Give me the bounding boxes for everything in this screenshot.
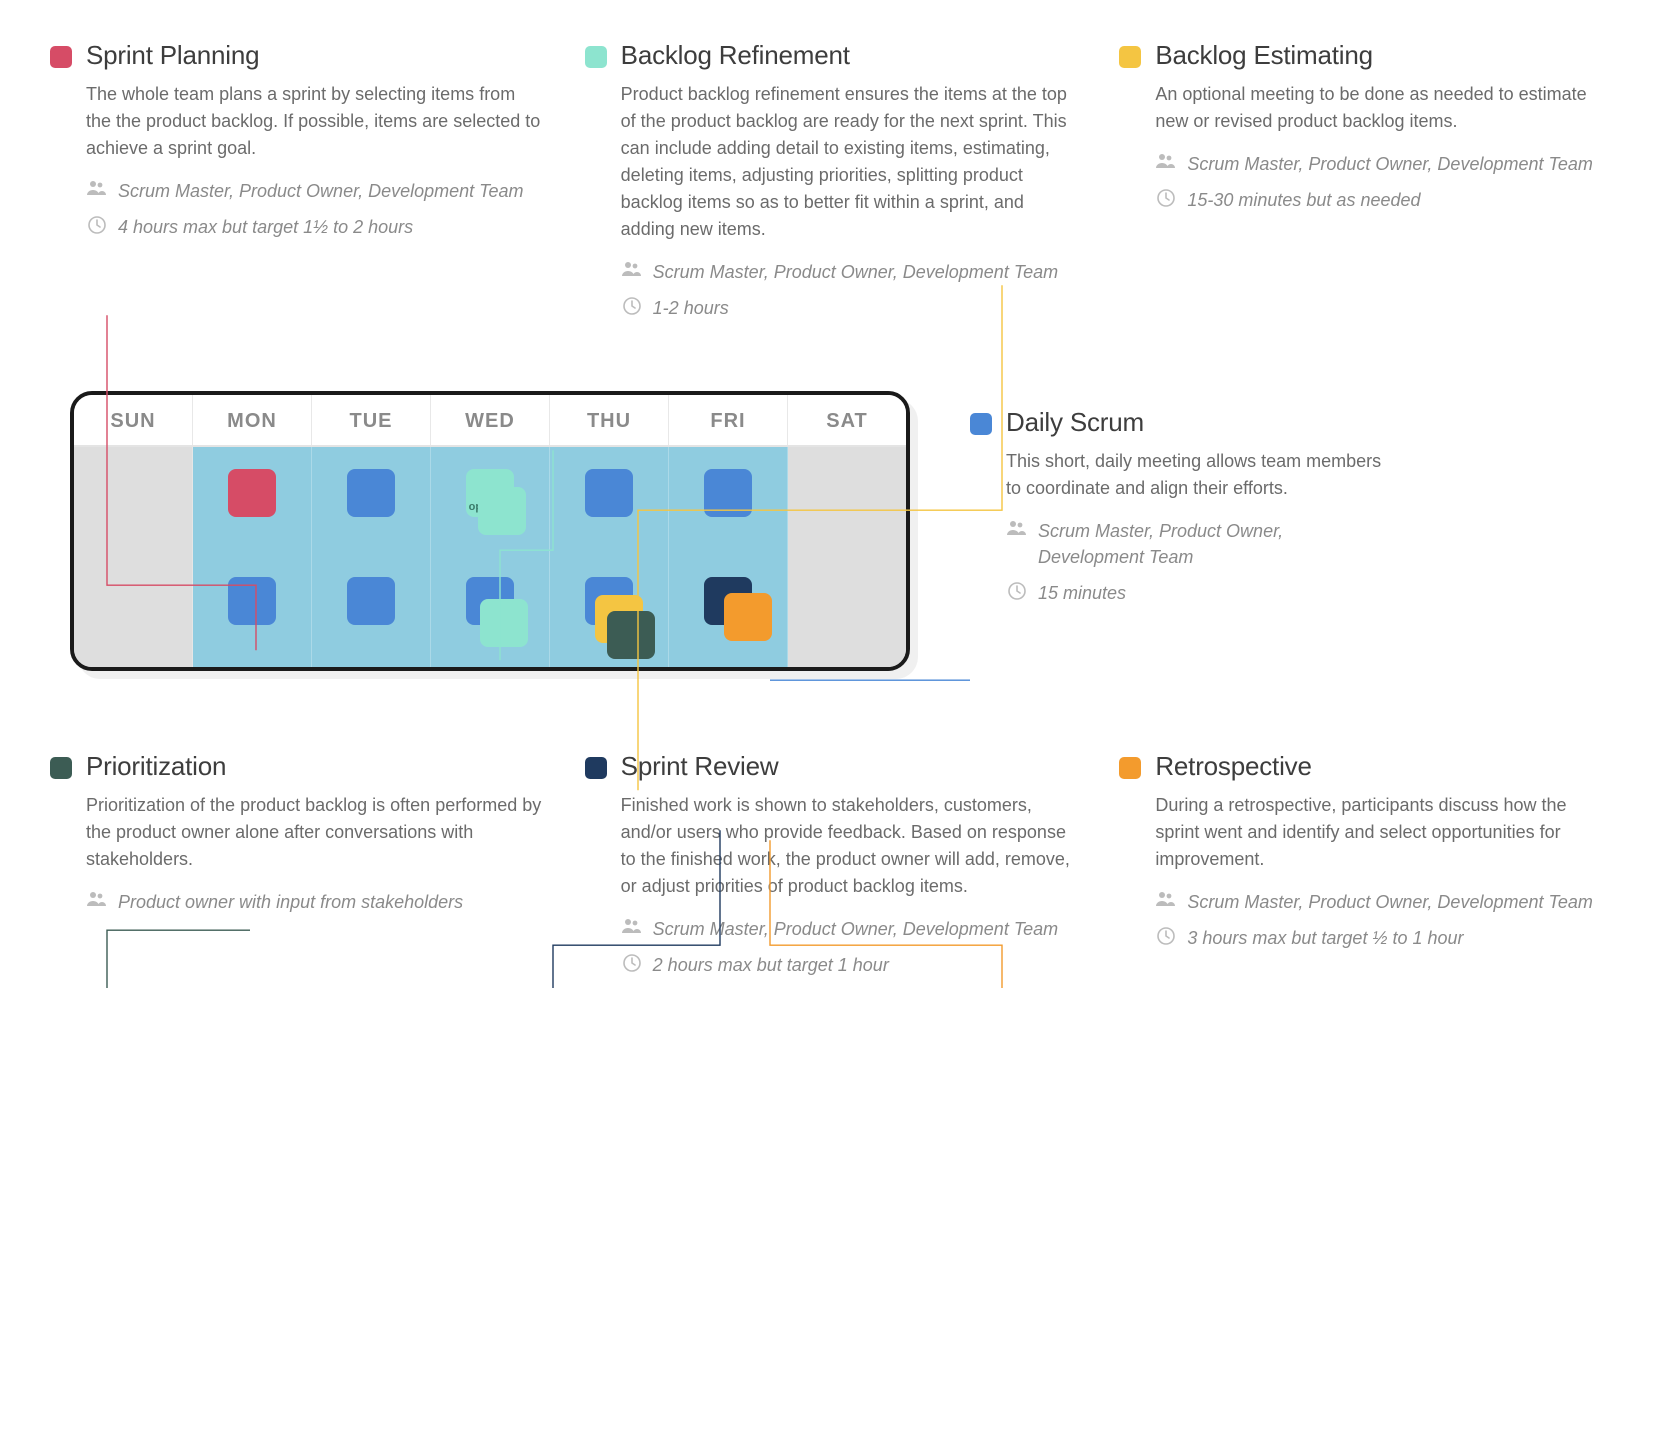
meta-people: Scrum Master, Product Owner, Development… [1155, 151, 1614, 177]
meta-people-text: Scrum Master, Product Owner, Development… [1187, 151, 1593, 177]
cal-block-prioritization [607, 611, 655, 659]
meta-time-text: 15-30 minutes but as needed [1187, 187, 1420, 213]
card-title: Sprint Review [621, 751, 1080, 782]
swatch-sprint-review [585, 757, 607, 779]
calendar-header: SUN MON TUE WED THU FRI SAT [74, 395, 906, 447]
swatch-daily-scrum [970, 413, 992, 435]
card-daily-scrum: Daily Scrum This short, daily meeting al… [970, 407, 1390, 616]
people-icon [1155, 891, 1177, 907]
meta-people-text: Scrum Master, Product Owner, Development… [1038, 518, 1390, 570]
meta-time-text: 3 hours max but target ½ to 1 hour [1187, 925, 1463, 951]
day-mon: MON [193, 395, 312, 445]
day-wed: WED [431, 395, 550, 445]
meta-people-text: Scrum Master, Product Owner, Development… [1187, 889, 1593, 915]
card-sprint-planning: Sprint Planning The whole team plans a s… [50, 40, 545, 331]
card-desc: During a retrospective, participants dis… [1155, 792, 1614, 873]
day-fri: FRI [669, 395, 788, 445]
meta-time: 2 hours max but target 1 hour [621, 952, 1080, 978]
card-prioritization: Prioritization Prioritization of the pro… [50, 751, 545, 988]
clock-icon [86, 216, 108, 234]
meta-people: Scrum Master, Product Owner, Development… [86, 178, 545, 204]
cal-block-retrospective [724, 593, 772, 641]
meta-time: 15 minutes [1006, 580, 1390, 606]
bottom-cards-row: Prioritization Prioritization of the pro… [50, 751, 1614, 988]
card-title: Sprint Planning [86, 40, 545, 71]
clock-icon [1155, 189, 1177, 207]
card-desc: Product backlog refinement ensures the i… [621, 81, 1080, 243]
clock-icon [1155, 927, 1177, 945]
meta-time-text: 4 hours max but target 1½ to 2 hours [118, 214, 413, 240]
card-desc: Prioritization of the product backlog is… [86, 792, 545, 873]
clock-icon [621, 297, 643, 315]
cal-block-daily_scrum [347, 469, 395, 517]
meta-time-text: 2 hours max but target 1 hour [653, 952, 889, 978]
cal-block-daily_scrum [228, 577, 276, 625]
card-desc: Finished work is shown to stakeholders, … [621, 792, 1080, 900]
meta-people-text: Scrum Master, Product Owner, Development… [653, 259, 1059, 285]
scrum-ceremonies-diagram: Sprint Planning The whole team plans a s… [50, 40, 1614, 988]
card-title: Daily Scrum [1006, 407, 1390, 438]
meta-people-text: Scrum Master, Product Owner, Development… [653, 916, 1059, 942]
card-desc: This short, daily meeting allows team me… [1006, 448, 1390, 502]
card-title: Retrospective [1155, 751, 1614, 782]
meta-people-text: Product owner with input from stakeholde… [118, 889, 463, 915]
meta-people: Product owner with input from stakeholde… [86, 889, 545, 915]
meta-time: 4 hours max but target 1½ to 2 hours [86, 214, 545, 240]
calendar-col-fri [669, 447, 788, 667]
card-desc: An optional meeting to be done as needed… [1155, 81, 1614, 135]
cal-block-daily_scrum [347, 577, 395, 625]
card-backlog-estimating: Backlog Estimating An optional meeting t… [1119, 40, 1614, 331]
meta-people: Scrum Master, Product Owner, Development… [621, 259, 1080, 285]
calendar-zone: SUN MON TUE WED THU FRI SAT optional Dai… [50, 391, 1614, 671]
people-icon [86, 180, 108, 196]
cal-block-backlog_refinement [480, 599, 528, 647]
people-icon [86, 891, 108, 907]
cal-block-daily_scrum [585, 469, 633, 517]
meta-time: 15-30 minutes but as needed [1155, 187, 1614, 213]
card-title: Backlog Estimating [1155, 40, 1614, 71]
swatch-prioritization [50, 757, 72, 779]
cal-block-backlog_refinement [478, 487, 526, 535]
day-tue: TUE [312, 395, 431, 445]
day-thu: THU [550, 395, 669, 445]
calendar-col-sun [74, 447, 193, 667]
clock-icon [1006, 582, 1028, 600]
day-sun: SUN [74, 395, 193, 445]
card-sprint-review: Sprint Review Finished work is shown to … [585, 751, 1080, 988]
calendar-col-thu [550, 447, 669, 667]
meta-time-text: 15 minutes [1038, 580, 1126, 606]
calendar-col-tue [312, 447, 431, 667]
calendar-col-wed: optional [431, 447, 550, 667]
meta-people: Scrum Master, Product Owner, Development… [1006, 518, 1390, 570]
meta-time: 3 hours max but target ½ to 1 hour [1155, 925, 1614, 951]
swatch-backlog-estimating [1119, 46, 1141, 68]
people-icon [1155, 153, 1177, 169]
meta-people-text: Scrum Master, Product Owner, Development… [118, 178, 524, 204]
cal-block-sprint_planning [228, 469, 276, 517]
meta-people: Scrum Master, Product Owner, Development… [1155, 889, 1614, 915]
meta-people: Scrum Master, Product Owner, Development… [621, 916, 1080, 942]
clock-icon [621, 954, 643, 972]
swatch-retrospective [1119, 757, 1141, 779]
swatch-backlog-refinement [585, 46, 607, 68]
card-title: Backlog Refinement [621, 40, 1080, 71]
card-retrospective: Retrospective During a retrospective, pa… [1119, 751, 1614, 988]
card-backlog-refinement: Backlog Refinement Product backlog refin… [585, 40, 1080, 331]
sprint-calendar: SUN MON TUE WED THU FRI SAT optional [70, 391, 910, 671]
people-icon [621, 918, 643, 934]
card-desc: The whole team plans a sprint by selecti… [86, 81, 545, 162]
cal-block-daily_scrum [704, 469, 752, 517]
meta-time: 1-2 hours [621, 295, 1080, 321]
swatch-sprint-planning [50, 46, 72, 68]
card-title: Prioritization [86, 751, 545, 782]
top-cards-row: Sprint Planning The whole team plans a s… [50, 40, 1614, 331]
calendar-body: optional [74, 447, 906, 667]
people-icon [621, 261, 643, 277]
calendar-col-sat [788, 447, 906, 667]
meta-time-text: 1-2 hours [653, 295, 729, 321]
calendar-col-mon [193, 447, 312, 667]
day-sat: SAT [788, 395, 906, 445]
people-icon [1006, 520, 1028, 536]
